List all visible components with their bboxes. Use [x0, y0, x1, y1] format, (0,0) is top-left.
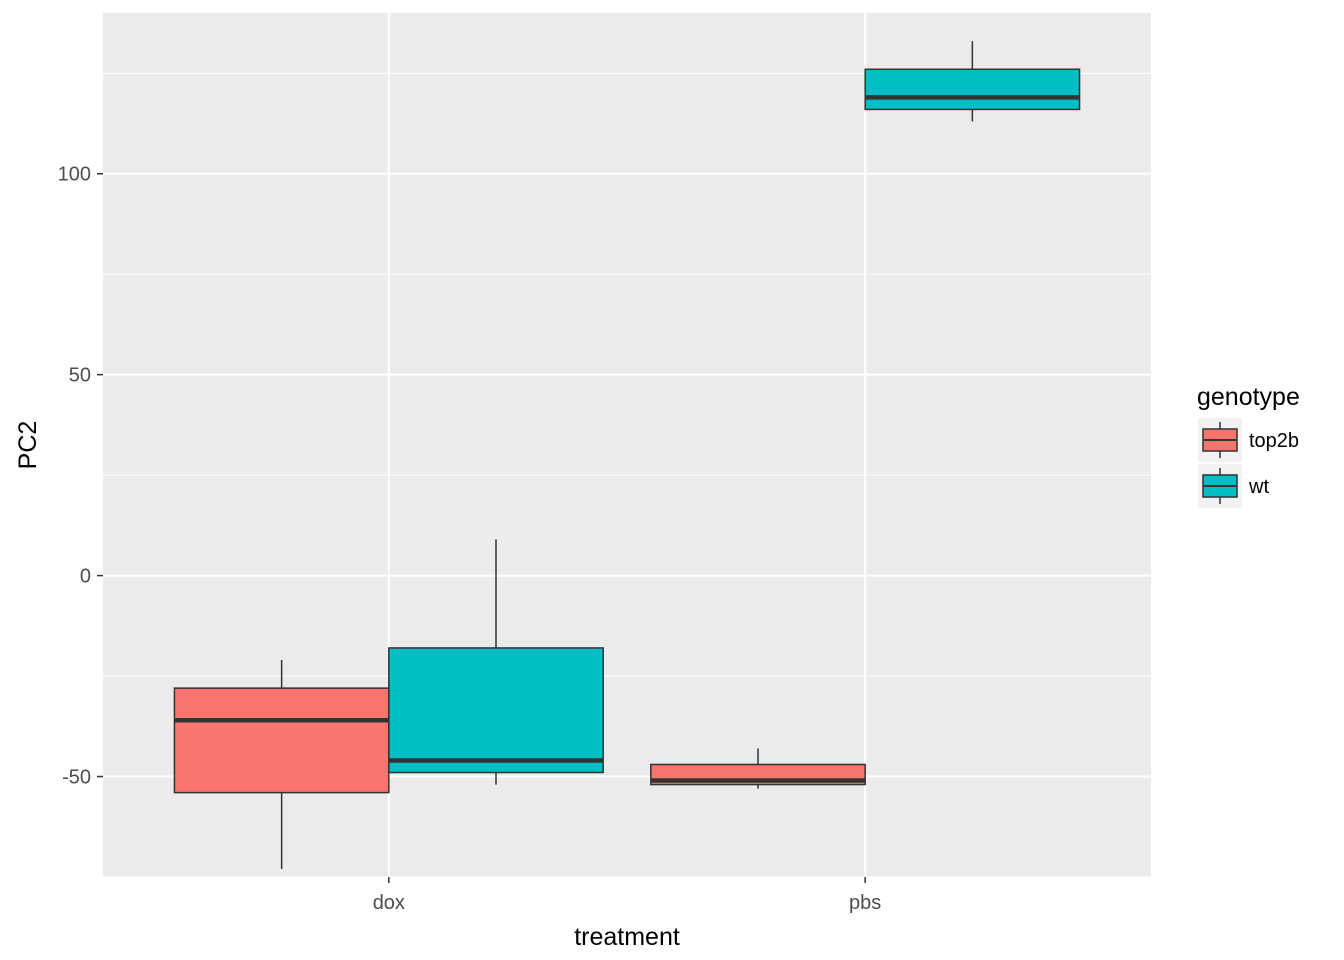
- x-axis-ticks: dox pbs: [373, 877, 881, 914]
- y-tick-label: -50: [62, 767, 91, 789]
- x-tick-label: pbs: [849, 892, 881, 914]
- legend-item-top2b: top2b: [1198, 418, 1299, 462]
- legend-label: top2b: [1249, 430, 1299, 452]
- y-tick-label: 50: [69, 365, 91, 387]
- box-wt-dox: [388, 539, 604, 785]
- box-body: [388, 647, 604, 774]
- legend-label: wt: [1248, 476, 1269, 498]
- grid-minor: [103, 72, 1151, 878]
- box-wt-pbs: [864, 41, 1081, 122]
- y-tick-label: 0: [80, 566, 91, 588]
- legend-title: genotype: [1197, 383, 1300, 411]
- box-body: [173, 687, 390, 794]
- box-top2b-dox: [173, 659, 390, 869]
- legend-keys: top2b wt: [1198, 418, 1299, 508]
- box-body: [864, 68, 1081, 111]
- boxes: [173, 41, 1081, 869]
- y-axis-title: PC2: [14, 421, 42, 470]
- legend-item-wt: wt: [1198, 464, 1269, 508]
- y-axis-ticks: -50 0 50 100: [58, 164, 103, 789]
- x-axis-title: treatment: [574, 923, 680, 951]
- y-tick-label: 100: [58, 164, 91, 186]
- legend: genotype top2b wt: [1197, 383, 1300, 508]
- x-tick-label: dox: [373, 892, 405, 914]
- box-top2b-pbs: [650, 748, 866, 789]
